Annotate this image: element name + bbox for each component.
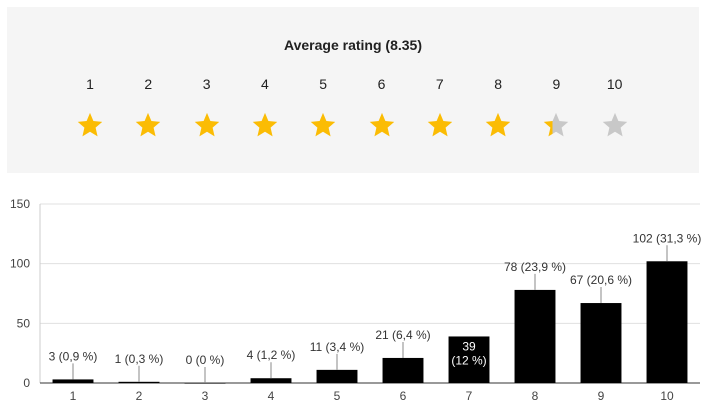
bar-6 xyxy=(382,357,424,383)
x-tick-label: 10 xyxy=(660,389,674,403)
x-tick-label: 8 xyxy=(532,389,539,403)
bar-3 xyxy=(184,383,226,384)
average-rating-panel: Average rating (8.35) 1 2 3 4 5 6 7 8 9 10 xyxy=(7,7,699,173)
bar-7 xyxy=(448,336,490,383)
star-8: 8 xyxy=(478,75,518,139)
star-4: 4 xyxy=(245,75,285,139)
star-number-label: 8 xyxy=(494,76,502,92)
star-7: 7 xyxy=(420,75,460,139)
y-tick-label: 100 xyxy=(10,257,30,271)
x-tick-label: 9 xyxy=(598,389,605,403)
star-number-label: 9 xyxy=(552,76,561,92)
star-2: 2 xyxy=(128,75,168,139)
star-9: 9 xyxy=(536,75,576,139)
bar-2 xyxy=(118,381,160,383)
x-tick-label: 2 xyxy=(136,389,143,403)
star-number-label: 2 xyxy=(144,76,153,92)
x-tick-label: 4 xyxy=(268,389,275,403)
x-tick-label: 7 xyxy=(466,389,473,403)
star-icon xyxy=(310,112,336,137)
rating-distribution-chart: 0 50 100 150 1 3 (0,9 %) 2 1 (0,3 %) 3 0 (0 %) 4 4 … xyxy=(10,197,702,403)
data-label: 78 (23,9 %) xyxy=(504,260,566,274)
x-tick-label: 5 xyxy=(334,389,341,403)
star-icon xyxy=(136,112,161,137)
star-1: 1 xyxy=(70,75,110,139)
data-label: 39 xyxy=(462,339,476,353)
data-label: 4 (1,2 %) xyxy=(247,348,296,362)
star-number-label: 6 xyxy=(377,76,386,92)
star-10: 10 xyxy=(595,75,635,139)
data-label: (12 %) xyxy=(451,353,486,367)
data-label: 102 (31,3 %) xyxy=(633,231,702,245)
star-icon xyxy=(252,112,278,137)
star-icon xyxy=(194,112,219,137)
bar-4 xyxy=(250,378,292,383)
bar-10 xyxy=(646,261,688,383)
data-label: 0 (0 %) xyxy=(186,353,225,367)
star-icon xyxy=(77,112,103,137)
y-tick-label: 0 xyxy=(23,376,30,390)
data-label: 11 (3,4 %) xyxy=(310,340,364,354)
data-label: 1 (0,3 %) xyxy=(115,352,164,366)
data-label: 67 (20,6 %) xyxy=(570,273,632,287)
bar-5 xyxy=(316,369,358,383)
average-rating-title: Average rating (8.35) xyxy=(284,37,422,53)
bar-1 xyxy=(52,379,94,383)
bar-9 xyxy=(580,303,622,383)
data-label: 3 (0,9 %) xyxy=(49,349,98,363)
star-3: 3 xyxy=(187,75,227,139)
star-icon xyxy=(369,112,394,137)
star-icon xyxy=(485,112,511,137)
star-number-label: 5 xyxy=(319,76,328,92)
y-tick-label: 50 xyxy=(17,316,31,330)
star-icon xyxy=(427,112,453,137)
star-number-label: 4 xyxy=(260,76,269,92)
star-number-label: 10 xyxy=(606,76,623,92)
star-number-label: 7 xyxy=(435,76,444,92)
star-icon xyxy=(544,112,569,137)
star-icon xyxy=(602,112,627,137)
star-number-label: 3 xyxy=(202,76,211,92)
y-tick-label: 150 xyxy=(10,197,30,211)
x-tick-label: 6 xyxy=(400,389,407,403)
data-label: 21 (6,4 %) xyxy=(375,328,430,342)
x-tick-label: 3 xyxy=(202,389,209,403)
star-6: 6 xyxy=(362,75,402,139)
star-number-label: 1 xyxy=(86,76,94,92)
x-tick-label: 1 xyxy=(70,389,77,403)
star-5: 5 xyxy=(303,75,343,139)
bar-8 xyxy=(514,289,556,383)
